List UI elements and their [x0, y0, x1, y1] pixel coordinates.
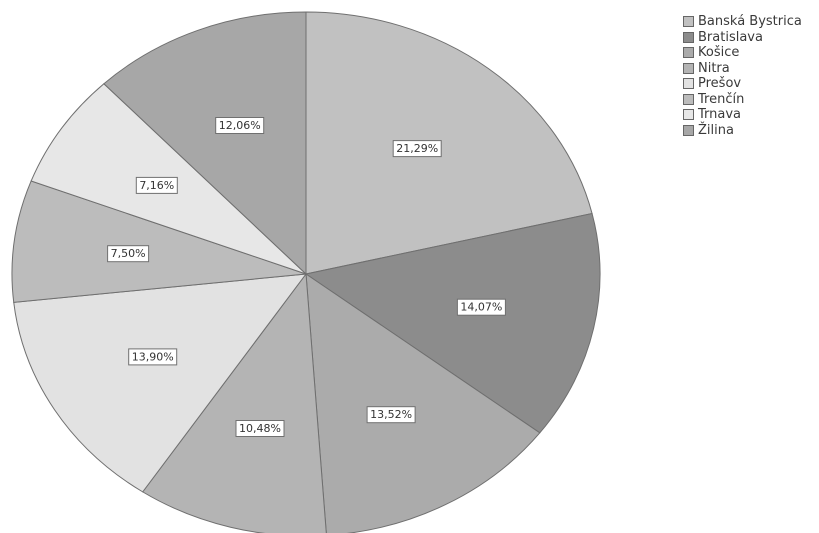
legend-item: Prešov — [683, 76, 802, 92]
legend-label: Trnava — [698, 107, 742, 123]
label-box — [107, 245, 150, 263]
legend-label: Košice — [698, 45, 740, 61]
legend-swatch — [683, 62, 694, 74]
label-box — [366, 406, 416, 424]
slice-percent-label: 7,16% — [135, 176, 178, 194]
percent-label-text: 10,48% — [239, 422, 281, 435]
pie-slice-1 — [305, 11, 593, 275]
legend-label: Bratislava — [698, 29, 763, 45]
label-box — [456, 298, 506, 316]
legend-item: Banská Bystrica — [683, 14, 802, 30]
pie-slice-5 — [13, 273, 308, 493]
legend-swatch — [683, 109, 694, 121]
pie-slice-3 — [305, 273, 541, 533]
slice-percent-label: 21,29% — [392, 140, 442, 158]
legend-swatch — [683, 16, 694, 28]
legend-swatch — [683, 47, 694, 59]
slice-percent-label: 13,90% — [128, 348, 178, 366]
legend-label: Banská Bystrica — [698, 14, 802, 30]
percent-label-text: 7,50% — [111, 247, 146, 260]
pie-chart: 21,29% 14,07% 13,52% 10,48% 13,90% 7,50% 7,16%… — [11, 11, 601, 533]
legend-swatch — [683, 31, 694, 43]
legend-label: Nitra — [698, 60, 730, 76]
legend-item: Trenčín — [683, 92, 802, 108]
pie-slice-2 — [304, 212, 601, 434]
percent-label-text: 13,90% — [132, 350, 174, 363]
legend-item: Bratislava — [683, 30, 802, 46]
percent-label-text: 12,06% — [219, 119, 261, 132]
percent-label-text: 13,52% — [370, 408, 412, 421]
pie-slice-8 — [103, 11, 307, 276]
slice-percent-label: 10,48% — [235, 420, 285, 437]
label-box — [215, 117, 265, 134]
percent-label-text: 7,16% — [139, 179, 174, 192]
legend-item: Nitra — [683, 61, 802, 77]
label-box — [128, 348, 178, 366]
percent-label-text: 14,07% — [460, 301, 502, 314]
slice-percent-label: 7,50% — [107, 245, 150, 263]
legend-swatch — [683, 78, 694, 90]
legend-swatch — [683, 124, 694, 136]
legend-swatch — [683, 93, 694, 105]
pie-slice-4 — [141, 272, 327, 533]
legend-item: Trnava — [683, 107, 802, 123]
label-box — [135, 176, 178, 194]
slice-percent-label: 14,07% — [456, 298, 506, 316]
pie-slice-6 — [11, 180, 307, 303]
legend-label: Žilina — [698, 122, 734, 138]
legend-label: Trenčín — [698, 91, 745, 107]
label-box — [392, 140, 442, 158]
percent-label-text: 21,29% — [396, 142, 438, 155]
slice-percent-label: 13,52% — [366, 406, 416, 424]
label-box — [235, 420, 285, 437]
legend-item: Košice — [683, 45, 802, 61]
slice-percent-label: 12,06% — [215, 117, 265, 134]
legend: Banská Bystrica Bratislava Košice Nitra Preš… — [683, 14, 802, 138]
legend-label: Prešov — [698, 76, 742, 92]
legend-item: Žilina — [683, 123, 802, 139]
